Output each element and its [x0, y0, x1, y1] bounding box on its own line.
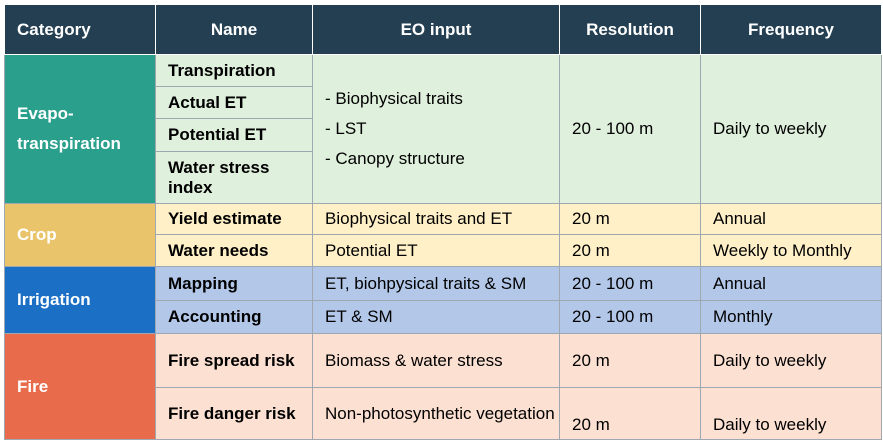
eo-requirements-table: Category Name EO input Resolution Freque…: [4, 4, 882, 440]
header-name: Name: [155, 4, 313, 55]
resolution-cell: 20 m: [559, 387, 701, 440]
eo-input-evapo: - Biophysical traits - LST - Canopy stru…: [312, 54, 560, 204]
category-fire: Fire: [4, 333, 156, 440]
frequency-cell: Daily to weekly: [700, 333, 882, 388]
name-fire-spread-risk: Fire spread risk: [155, 333, 313, 388]
resolution-cell: 20 m: [559, 333, 701, 388]
header-resolution: Resolution: [559, 4, 701, 55]
table-row: Accounting ET & SM 20 - 100 m Monthly: [5, 300, 882, 334]
table-row: Water needs Potential ET 20 m Weekly to …: [5, 234, 882, 267]
header-category: Category: [4, 4, 156, 55]
category-irrigation: Irrigation: [4, 266, 156, 334]
name-accounting: Accounting: [155, 300, 313, 334]
name-water-needs: Water needs: [155, 234, 313, 267]
eo-input-cell: Biomass & water stress: [312, 333, 560, 388]
frequency-cell: Annual: [700, 266, 882, 301]
eo-input-item: - Biophysical traits: [325, 89, 463, 108]
resolution-evapo: 20 - 100 m: [559, 54, 701, 204]
resolution-cell: 20 m: [559, 234, 701, 267]
table-row: Potential ET: [5, 118, 882, 152]
frequency-cell: Monthly: [700, 300, 882, 334]
eo-input-cell: ET, biohpysical traits & SM: [312, 266, 560, 301]
resolution-cell: 20 - 100 m: [559, 266, 701, 301]
header-row: Category Name EO input Resolution Freque…: [4, 4, 882, 55]
frequency-cell: Daily to weekly: [700, 387, 882, 440]
table-row: Irrigation Mapping ET, biohpysical trait…: [4, 266, 882, 334]
table-row: Crop Yield estimate Biophysical traits a…: [4, 203, 882, 267]
category-crop: Crop: [4, 203, 156, 267]
resolution-cell: 20 - 100 m: [559, 300, 701, 334]
name-yield-estimate: Yield estimate: [155, 203, 313, 235]
table-row: Actual ET: [5, 86, 882, 119]
resolution-cell: 20 m: [559, 203, 701, 235]
table-row: Fire Fire spread risk Biomass & water st…: [4, 333, 882, 440]
category-evapotranspiration: Evapo- transpiration: [4, 54, 156, 204]
header-eo-input: EO input: [312, 4, 560, 55]
name-water-stress-index: Water stress index: [155, 151, 313, 204]
table-row: Evapo- transpiration Transpiration - Bio…: [4, 54, 882, 204]
name-mapping: Mapping: [155, 266, 313, 301]
name-actual-et: Actual ET: [155, 86, 313, 119]
eo-input-cell: Non-photosynthetic vegetation: [312, 387, 560, 440]
eo-input-cell: ET & SM: [312, 300, 560, 334]
name-transpiration: Transpiration: [155, 54, 313, 87]
frequency-evapo: Daily to weekly: [700, 54, 882, 204]
eo-input-item: - LST: [325, 119, 367, 138]
name-fire-danger-risk: Fire danger risk: [155, 387, 313, 440]
table-row: Fire danger risk Non-photosynthetic vege…: [5, 387, 882, 440]
eo-input-cell: Biophysical traits and ET: [312, 203, 560, 235]
header-frequency: Frequency: [700, 4, 882, 55]
name-potential-et: Potential ET: [155, 118, 313, 152]
frequency-cell: Weekly to Monthly: [700, 234, 882, 267]
eo-input-item: - Canopy structure: [325, 149, 465, 168]
frequency-cell: Annual: [700, 203, 882, 235]
eo-input-cell: Potential ET: [312, 234, 560, 267]
